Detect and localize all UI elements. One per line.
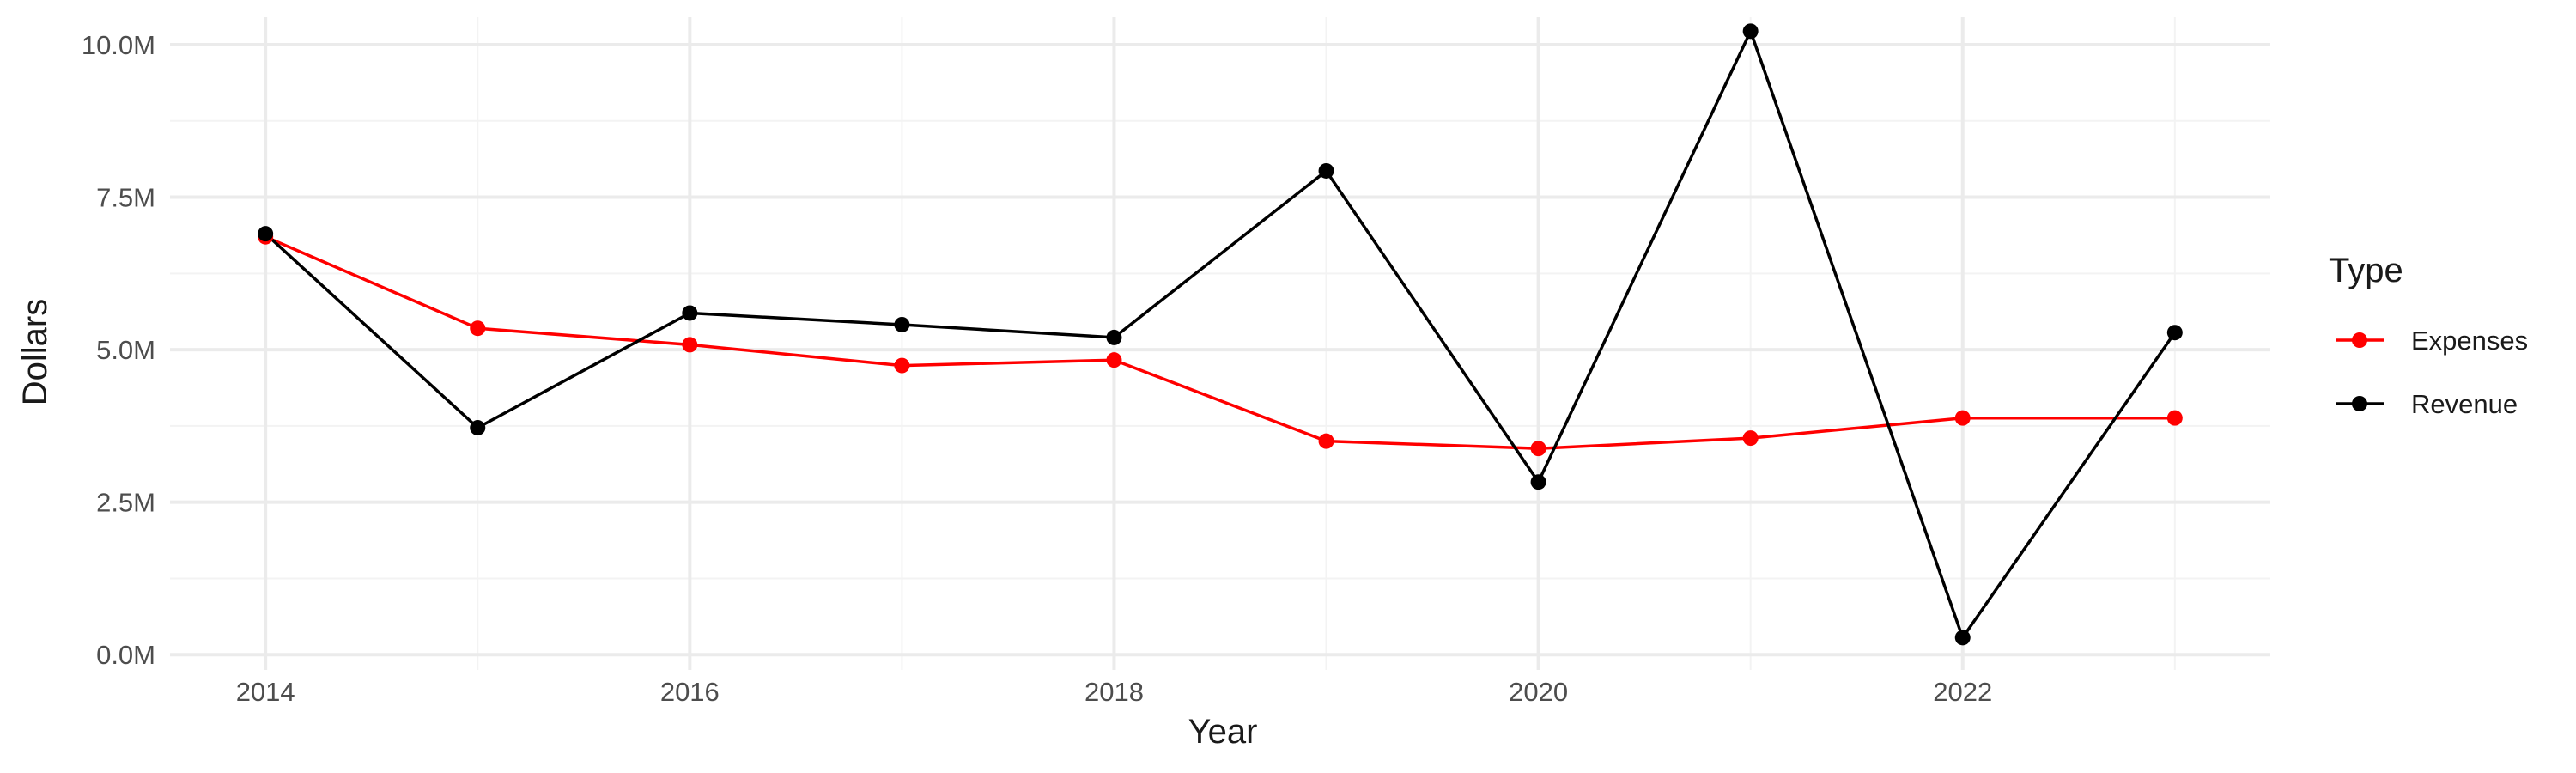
data-point-revenue [894,316,910,332]
data-point-expenses [1318,433,1334,449]
data-point-revenue [682,305,698,321]
y-axis-tick-labels: 0.0M 2.5M 5.0M 7.5M 10.0M [82,30,155,670]
legend-title: Type [2329,252,2403,289]
y-tick-label: 0.0M [96,640,155,670]
data-point-expenses [682,337,698,353]
x-tick-label: 2014 [236,677,295,707]
data-point-revenue [258,226,274,242]
series-line-expenses [264,235,2175,450]
legend: Type Expenses Revenue [2329,252,2528,419]
data-point-revenue [1742,23,1759,40]
y-tick-label: 10.0M [82,30,155,60]
data-point-expenses [1106,352,1122,368]
data-point-expenses [894,357,910,374]
legend-items: Expenses Revenue [2336,326,2528,419]
x-tick-label: 2022 [1933,677,1992,707]
data-point-revenue [470,420,486,436]
data-point-expenses [470,320,486,337]
data-point-revenue [2166,325,2183,341]
major-gridlines [170,17,2270,670]
y-tick-label: 2.5M [96,488,155,518]
x-tick-label: 2020 [1509,677,1568,707]
y-tick-label: 7.5M [96,183,155,213]
y-axis-title: Dollars [16,299,54,405]
data-point-expenses [1530,441,1546,457]
legend-key-point [2352,396,2367,411]
data-point-revenue [1954,630,1971,646]
data-point-revenue [1530,474,1546,490]
data-point-expenses [1954,410,1971,426]
x-axis-title: Year [1188,713,1258,751]
legend-label: Revenue [2411,389,2518,419]
y-tick-label: 5.0M [96,335,155,365]
x-tick-label: 2018 [1084,677,1144,707]
legend-label: Expenses [2411,326,2528,356]
minor-gridlines [170,17,2270,670]
series-line-revenue [264,29,2177,640]
data-point-revenue [1106,329,1122,345]
x-tick-label: 2016 [660,677,720,707]
data-point-expenses [1742,430,1759,447]
series-layer [258,23,2183,646]
data-point-revenue [1318,162,1334,179]
x-axis-tick-labels: 2014 2016 2018 2020 2022 [236,677,1993,707]
legend-key-point [2352,332,2367,348]
data-point-expenses [2166,410,2183,426]
